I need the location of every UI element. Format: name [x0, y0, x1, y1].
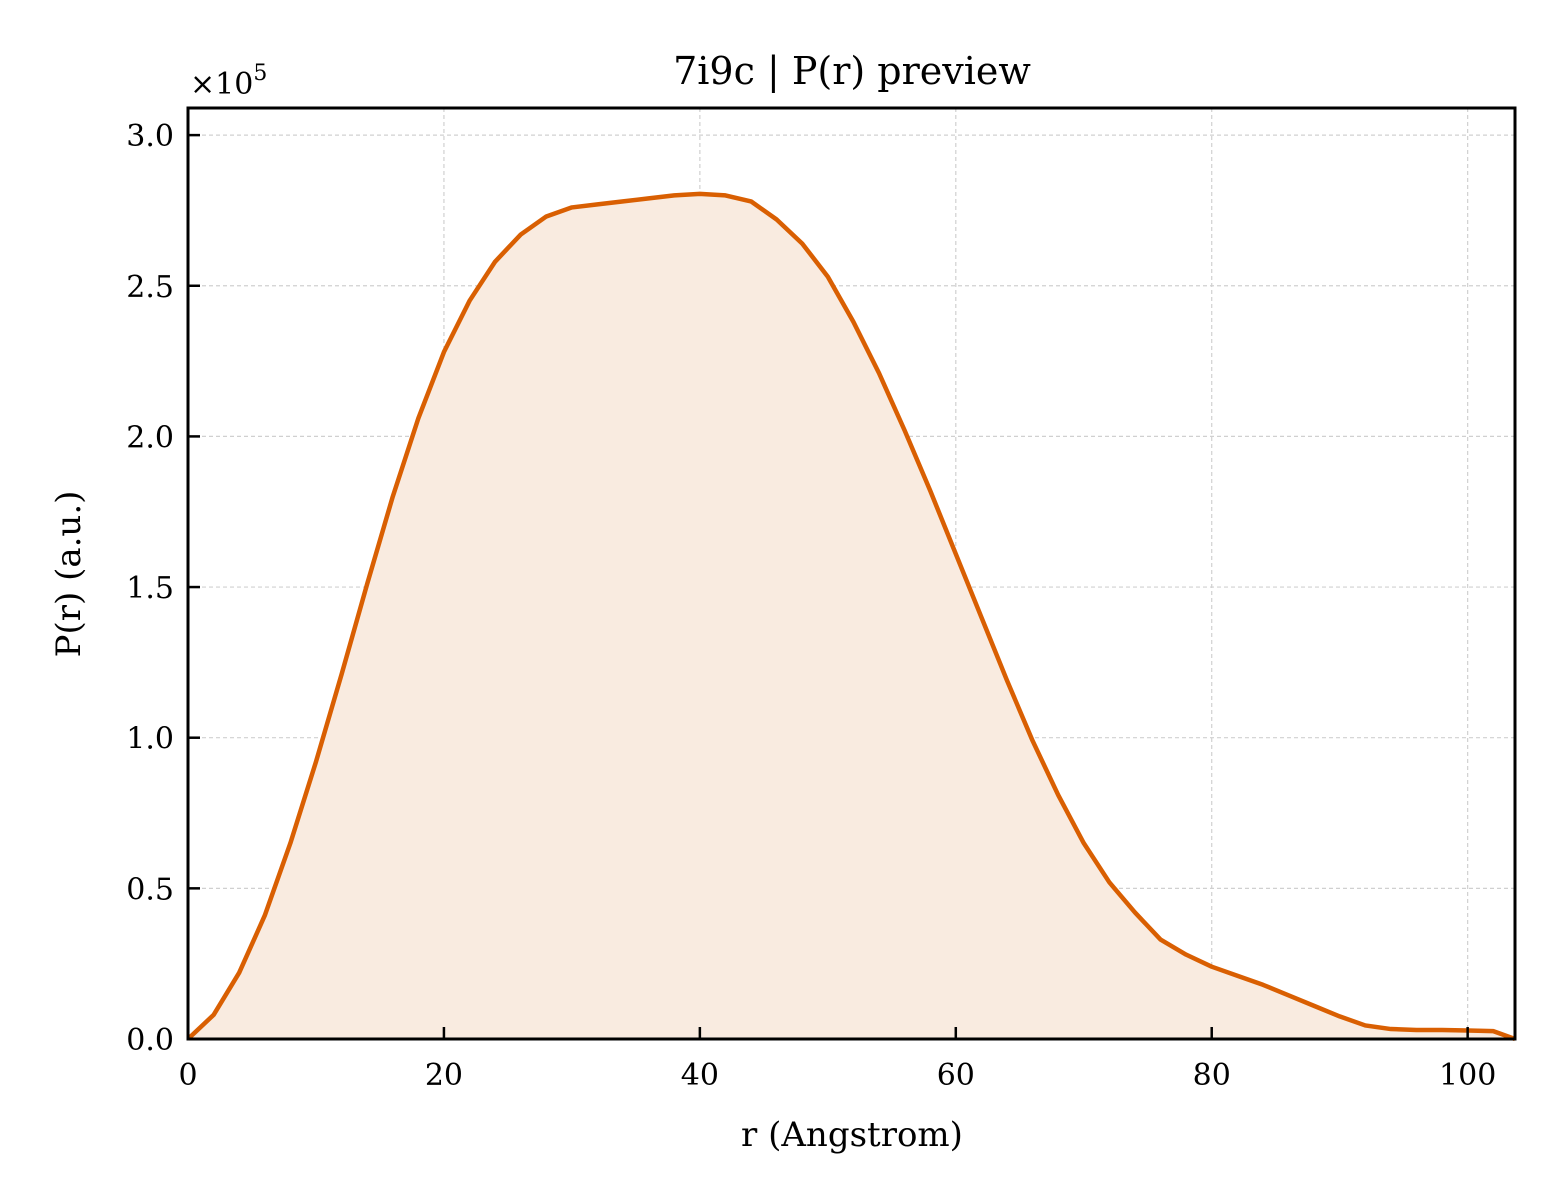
x-axis: 0 20 40 60 80 100 — [178, 1027, 1496, 1093]
y-tick-label: 2.5 — [126, 270, 174, 305]
x-tick-label: 100 — [1439, 1058, 1496, 1093]
x-tick-label: 60 — [937, 1058, 975, 1093]
series-line — [186, 191, 1516, 1042]
y-multiplier-base: ×10 — [190, 67, 253, 102]
y-axis: 0.0 0.5 1.0 1.5 2.0 2.5 3.0 — [126, 119, 200, 1058]
x-tick-label: 0 — [178, 1058, 197, 1093]
area-fill — [188, 193, 1515, 1039]
y-multiplier-exponent: 5 — [253, 61, 267, 86]
x-tick-label: 80 — [1193, 1058, 1231, 1093]
y-tick-label: 0.5 — [126, 872, 174, 907]
y-tick-label: 3.0 — [126, 119, 174, 154]
plot-frame — [186, 106, 1517, 1041]
y-tick-label: 0.0 — [126, 1023, 174, 1058]
y-tick-label: 1.5 — [126, 571, 174, 606]
x-tick-label: 20 — [425, 1058, 463, 1093]
y-tick-label: 1.0 — [126, 722, 174, 757]
y-axis-label: P(r) (a.u.) — [49, 491, 89, 658]
y-multiplier: ×105 — [190, 61, 267, 102]
y-tick-label: 2.0 — [126, 420, 174, 455]
x-tick-label: 40 — [681, 1058, 719, 1093]
chart-title: 7i9c | P(r) preview — [673, 49, 1031, 93]
x-axis-label: r (Angstrom) — [741, 1115, 963, 1155]
